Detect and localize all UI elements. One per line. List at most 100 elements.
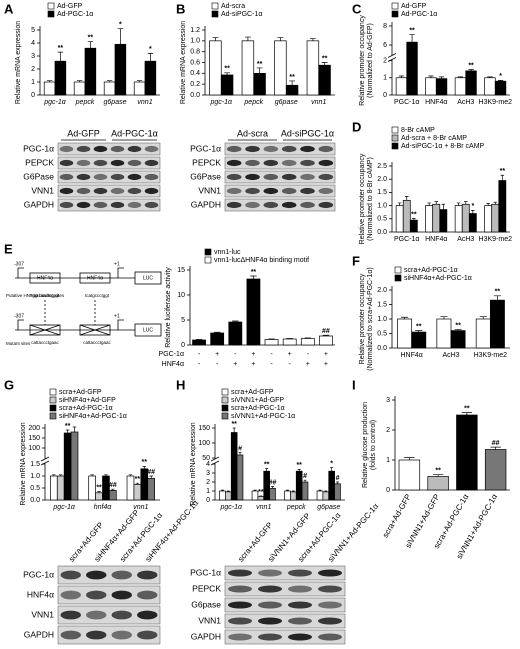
luc-box (134, 271, 162, 285)
bar (318, 64, 331, 96)
error-bar (309, 38, 316, 41)
error-bar (330, 467, 334, 472)
error-bar (232, 427, 236, 433)
blot-row-label: G6Pase (190, 171, 221, 181)
significance-label: ** (96, 484, 102, 491)
condition-sign: + (306, 361, 310, 368)
legend-swatch (221, 404, 229, 412)
blot-band (258, 633, 282, 641)
y-tick-label: 0.5 (377, 216, 387, 223)
y-tick-label: 2.5 (377, 163, 387, 170)
error-bar (318, 489, 322, 491)
bar (290, 491, 297, 501)
bar (284, 490, 291, 501)
x-tick-label: pgc-1α (52, 504, 76, 511)
significance-label: ** (264, 461, 270, 468)
legend-label: Ad-GFP (57, 3, 83, 10)
y-axis-label: (Normalized to 8-Br cAMP) (367, 157, 374, 241)
axis-break-gap (211, 459, 219, 463)
condition-sign: + (288, 351, 292, 358)
y-tick-label: 5 (181, 317, 185, 324)
tss-label: +1 (114, 261, 120, 267)
blot-band (228, 569, 252, 577)
bar (432, 203, 441, 233)
site-caption: Putative HNF4α binding sites (6, 293, 65, 298)
bar (264, 339, 279, 346)
bar (43, 81, 56, 96)
blot-band (127, 201, 142, 209)
x-tick-label: vnn1 (137, 99, 152, 106)
significance-label: * (149, 46, 152, 53)
y-tick-label: 3 (31, 53, 35, 60)
mutant-caption: Mutant sites (6, 341, 31, 346)
sequence: tcatgccctggt (85, 293, 110, 298)
condition-name: HNF4α (162, 361, 184, 368)
blot-band (110, 145, 125, 153)
y-tick-label: 15 (177, 267, 185, 274)
error-bar (397, 202, 402, 206)
blot-band (288, 585, 312, 593)
blot-band (93, 145, 108, 153)
significance-label: * (119, 22, 122, 29)
significance-label: ## (109, 482, 117, 489)
y-tick-label: 150 (28, 435, 40, 442)
bar (225, 491, 232, 501)
blot-row-label: G6pase (191, 599, 221, 609)
bar (456, 414, 478, 491)
significance-label: ** (500, 168, 506, 175)
legend-label: scra+Ad-PGC-1α (231, 405, 285, 412)
blot-row-label: GAPDH (24, 199, 54, 209)
y-tick-label: 150 (198, 425, 210, 432)
blot-band (76, 201, 91, 209)
bar (395, 205, 404, 233)
panel-label: I (352, 377, 356, 392)
error-bar (432, 474, 444, 477)
error-bar (135, 482, 140, 485)
blot-band (318, 617, 342, 625)
bar (147, 478, 155, 501)
blot-band (226, 159, 242, 167)
condition-sign: + (233, 361, 237, 368)
significance-label: ** (468, 62, 474, 69)
legend-swatch (49, 412, 57, 420)
x-tick-label: HNF4α (425, 236, 447, 243)
blot-strip (57, 184, 161, 198)
bar (406, 41, 418, 96)
legend-label: vnn1-lucΔHNF4α binding motif (214, 257, 309, 264)
blot-band (127, 187, 142, 195)
panel-label: F (352, 253, 360, 268)
blot-band (318, 187, 334, 195)
y-tick-label: 3 (386, 397, 390, 404)
blot-band (245, 201, 260, 209)
site-pointer (44, 300, 96, 325)
bar (228, 321, 243, 346)
blot-band (281, 173, 297, 181)
blot-band (228, 601, 252, 609)
blot-band (59, 145, 74, 153)
condition-sign: - (270, 361, 273, 368)
significance-label: * (471, 203, 474, 210)
legend-label: siVNN1+Ad-GFP (231, 397, 284, 404)
promoter-diagram (15, 267, 162, 337)
legend-label: Ad-siPGC-1α + 8-Br cAMP (401, 143, 485, 150)
panel-label: H (176, 377, 185, 392)
legend-label: scra+Ad-GFP (231, 389, 274, 396)
y-tick-label: 2.0 (377, 176, 387, 183)
blot-band (228, 585, 252, 593)
x-tick-label: pgc-1α (209, 99, 233, 106)
bar (56, 475, 65, 501)
condition-sign: - (289, 361, 292, 368)
blot-row-label: VNN1 (31, 185, 54, 195)
axis-break-gap (41, 459, 49, 463)
y-tick-label: 0 (206, 497, 210, 504)
y-axis-label: Relative luciferase activity (165, 267, 172, 348)
error-bar (428, 75, 434, 78)
error-bar (324, 490, 328, 492)
blot-band (144, 201, 159, 209)
bar (253, 72, 266, 96)
bar (316, 490, 324, 501)
y-axis-label: (folds to control) (370, 420, 377, 470)
legend-swatch (391, 10, 399, 18)
error-bar (76, 80, 83, 82)
